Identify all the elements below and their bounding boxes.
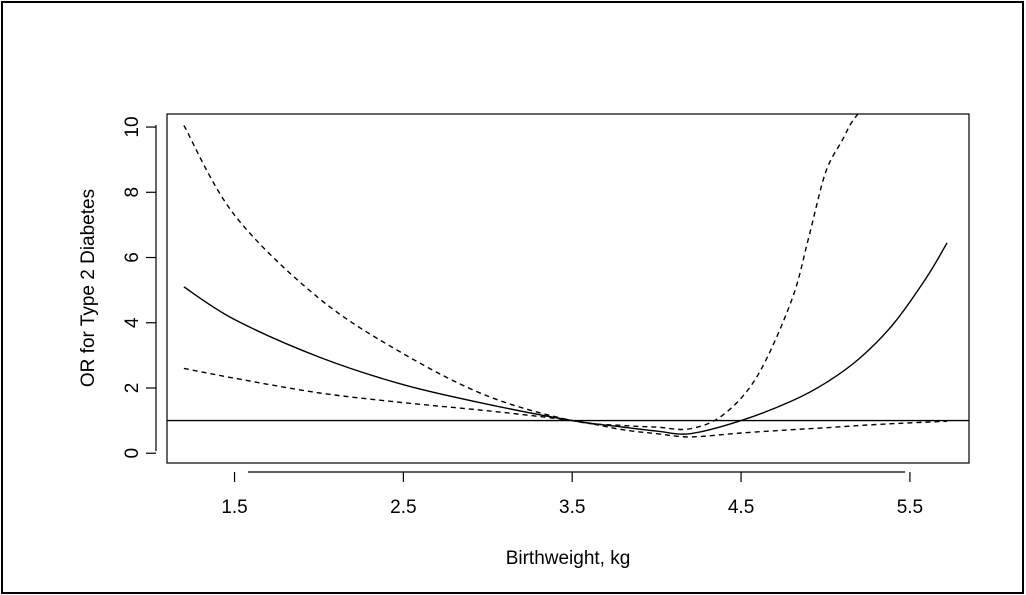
x-tick-label: 3.5 xyxy=(559,497,585,518)
x-tick-label: 1.5 xyxy=(221,497,247,518)
x-tick-label: 4.5 xyxy=(728,497,754,518)
y-tick-label: 4 xyxy=(122,317,143,328)
x-axis-title: Birthweight, kg xyxy=(506,548,631,569)
plot-area-border xyxy=(166,113,970,464)
x-tick-label: 5.5 xyxy=(897,497,923,518)
y-tick-label: 2 xyxy=(122,383,143,394)
series-estimate-line xyxy=(183,242,948,435)
y-ticks: 0 2 4 6 8 10 xyxy=(122,116,156,459)
x-ticks: 1.5 2.5 3.5 4.5 5.5 xyxy=(221,472,923,518)
y-tick-label: 8 xyxy=(122,187,143,198)
y-tick-label: 10 xyxy=(122,116,143,137)
y-tick-label: 0 xyxy=(122,448,143,459)
x-tick-label: 2.5 xyxy=(390,497,416,518)
series-lower-ci-line xyxy=(183,367,948,438)
series-group xyxy=(183,111,948,438)
y-axis-title: OR for Type 2 Diabetes xyxy=(78,189,99,387)
series-upper-ci-line xyxy=(183,111,860,431)
y-tick-label: 6 xyxy=(122,252,143,263)
